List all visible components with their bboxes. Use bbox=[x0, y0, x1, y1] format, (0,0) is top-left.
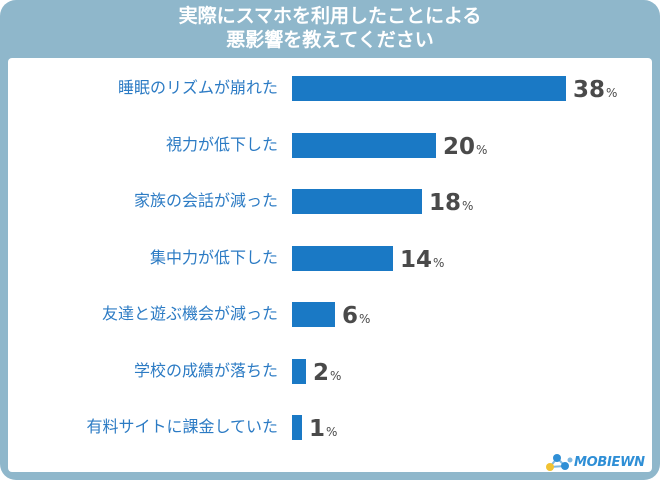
value-label: 14% bbox=[400, 247, 444, 276]
value-number: 18 bbox=[429, 190, 462, 216]
value-number: 14 bbox=[400, 246, 433, 273]
bar bbox=[292, 132, 436, 158]
value-label: 1% bbox=[309, 416, 337, 445]
category-label: 家族の会話が減った bbox=[133, 191, 278, 210]
category-label: 睡眠のリズムが崩れた bbox=[117, 78, 278, 97]
value-number: 6 bbox=[342, 303, 359, 329]
title-line-1: 実際にスマホを利用したことによる bbox=[178, 5, 482, 27]
value-number: 20 bbox=[443, 133, 476, 160]
value-label: 6% bbox=[342, 303, 370, 332]
molecule-logo-icon bbox=[546, 454, 573, 471]
value-unit: % bbox=[330, 368, 342, 383]
bar bbox=[292, 76, 566, 101]
category-label: 学校の成績が落ちた bbox=[133, 360, 278, 380]
value-unit: % bbox=[476, 142, 488, 157]
category-label: 集中力が低下した bbox=[149, 247, 278, 267]
category-label: 視力が低下した bbox=[165, 134, 278, 154]
bar bbox=[292, 358, 306, 384]
value-number: 2 bbox=[313, 359, 330, 386]
value-unit: % bbox=[326, 425, 338, 439]
value-label: 38% bbox=[573, 77, 617, 106]
chart-title: 実際にスマホを利用したことによる 悪影響を教えてください bbox=[0, 0, 660, 56]
bar bbox=[292, 245, 393, 271]
value-number: 1 bbox=[309, 416, 326, 442]
title-line-2: 悪影響を教えてください bbox=[226, 29, 434, 51]
value-unit: % bbox=[359, 312, 371, 326]
logo-text: MOBIEWN bbox=[574, 454, 645, 470]
value-label: 20% bbox=[443, 134, 487, 163]
value-label: 2% bbox=[313, 360, 341, 389]
bar bbox=[292, 302, 335, 327]
value-unit: % bbox=[433, 255, 445, 270]
mobiewn-logo: MOBIEWN bbox=[545, 452, 645, 472]
bar bbox=[292, 189, 422, 214]
category-label: 有料サイトに課金していた bbox=[86, 417, 278, 436]
value-unit: % bbox=[462, 199, 474, 213]
category-label: 友達と遊ぶ機会が減った bbox=[101, 304, 278, 323]
bar bbox=[292, 415, 302, 440]
value-number: 38 bbox=[573, 77, 606, 103]
value-label: 18% bbox=[429, 190, 473, 219]
value-unit: % bbox=[606, 86, 618, 100]
